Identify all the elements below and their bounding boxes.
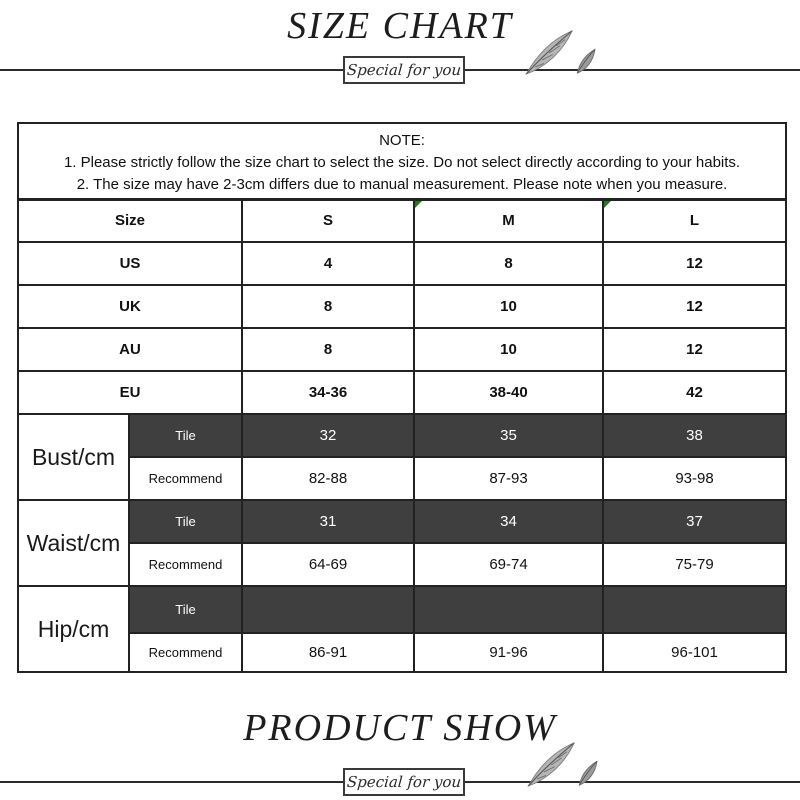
- region-row-eu: EU 34-36 38-40 42: [17, 370, 788, 415]
- bust-recommend-row: Recommend 82-88 87-93 93-98: [18, 456, 788, 501]
- col-header-m: M: [413, 198, 604, 243]
- region-value: 42: [601, 370, 788, 415]
- region-value: 10: [413, 327, 604, 372]
- corner-marker-icon: [605, 201, 611, 208]
- waist-recommend-row: Recommend 64-69 69-74 75-79: [18, 542, 788, 587]
- recommend-value: 87-93: [413, 456, 604, 501]
- feather-icon: [527, 742, 598, 787]
- hip-tile-row: Hip/cm Tile: [17, 585, 788, 673]
- region-label: US: [17, 241, 243, 286]
- tile-value: 31: [241, 499, 415, 544]
- col-header-l: L: [601, 198, 788, 243]
- recommend-label: Recommend: [128, 542, 243, 587]
- col-header-m-label: M: [502, 212, 515, 230]
- region-value: 34-36: [241, 370, 415, 415]
- recommend-value: 82-88: [241, 456, 415, 501]
- region-value: 12: [601, 327, 788, 372]
- region-label: EU: [17, 370, 243, 415]
- corner-marker-icon: [416, 201, 422, 208]
- region-label: UK: [17, 284, 243, 329]
- size-header-row: Size S M L: [17, 198, 788, 243]
- section-label-bust: Bust/cm: [17, 413, 130, 501]
- recommend-value: 69-74: [413, 542, 604, 587]
- top-ribbon-label: Special for you: [346, 61, 462, 79]
- top-ribbon-box: Special for you: [343, 56, 465, 84]
- waist-tile-row: Waist/cm Tile 31 34 37: [17, 499, 788, 587]
- note-cell: NOTE: 1. Please strictly follow the size…: [16, 122, 788, 201]
- region-label: AU: [17, 327, 243, 372]
- recommend-value: 86-91: [241, 632, 415, 673]
- section-label-hip: Hip/cm: [17, 585, 130, 673]
- region-value: 10: [413, 284, 604, 329]
- tile-value: 34: [413, 499, 604, 544]
- feather-icon: [525, 30, 596, 75]
- size-table-wrapper: NOTE: 1. Please strictly follow the size…: [16, 122, 788, 673]
- region-value: 8: [241, 284, 415, 329]
- recommend-value: 91-96: [413, 632, 604, 673]
- tile-value: 37: [601, 499, 788, 544]
- size-col-header: Size: [17, 198, 243, 243]
- recommend-value: 93-98: [601, 456, 788, 501]
- tile-value: [601, 585, 788, 634]
- bottom-ribbon-label: Special for you: [346, 773, 462, 791]
- size-table: NOTE: 1. Please strictly follow the size…: [16, 122, 788, 673]
- recommend-value: 64-69: [241, 542, 415, 587]
- tile-value: 35: [413, 413, 604, 458]
- region-row-au: AU 8 10 12: [17, 327, 788, 372]
- note-row: NOTE: 1. Please strictly follow the size…: [16, 122, 788, 201]
- region-value: 8: [413, 241, 604, 286]
- region-value: 12: [601, 241, 788, 286]
- region-value: 38-40: [413, 370, 604, 415]
- bottom-ribbon-box: Special for you: [343, 768, 465, 796]
- recommend-label: Recommend: [128, 632, 243, 673]
- region-value: 8: [241, 327, 415, 372]
- hip-recommend-row: Recommend 86-91 91-96 96-101: [18, 632, 788, 673]
- product-show-title: PRODUCT SHOW: [243, 707, 557, 749]
- tile-value: [241, 585, 415, 634]
- tile-value: 32: [241, 413, 415, 458]
- note-title: NOTE:: [379, 131, 425, 149]
- tile-label: Tile: [128, 585, 243, 634]
- tile-value: 38: [601, 413, 788, 458]
- region-value: 12: [601, 284, 788, 329]
- region-row-us: US 4 8 12: [17, 241, 788, 286]
- col-header-s: S: [241, 198, 415, 243]
- bust-tile-row: Bust/cm Tile 32 35 38: [17, 413, 788, 501]
- tile-label: Tile: [128, 499, 243, 544]
- note-line-1: 1. Please strictly follow the size chart…: [63, 153, 741, 171]
- recommend-value: 96-101: [601, 632, 788, 673]
- tile-value: [413, 585, 604, 634]
- size-chart-title: SIZE CHART: [287, 5, 513, 47]
- recommend-label: Recommend: [128, 456, 243, 501]
- region-row-uk: UK 8 10 12: [17, 284, 788, 329]
- region-value: 4: [241, 241, 415, 286]
- note-line-2: 2. The size may have 2-3cm differs due t…: [76, 175, 728, 193]
- col-header-l-label: L: [689, 212, 700, 230]
- tile-label: Tile: [128, 413, 243, 458]
- recommend-value: 75-79: [601, 542, 788, 587]
- section-label-waist: Waist/cm: [17, 499, 130, 587]
